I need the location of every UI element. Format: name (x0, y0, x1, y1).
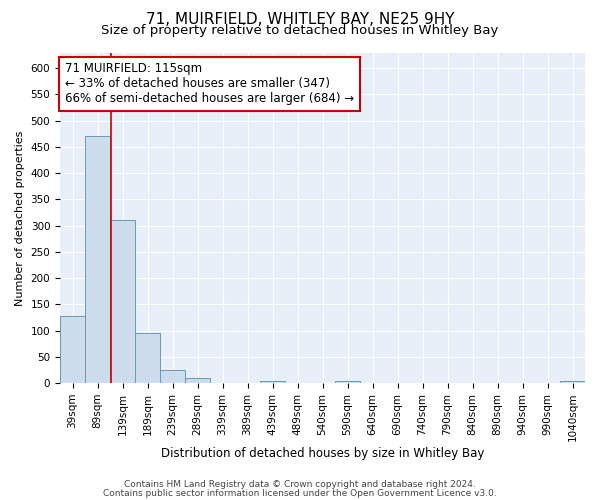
X-axis label: Distribution of detached houses by size in Whitley Bay: Distribution of detached houses by size … (161, 447, 484, 460)
Text: Contains HM Land Registry data © Crown copyright and database right 2024.: Contains HM Land Registry data © Crown c… (124, 480, 476, 489)
Bar (335, 380, 360, 383)
Bar (560, 380, 585, 383)
Text: Contains public sector information licensed under the Open Government Licence v3: Contains public sector information licen… (103, 488, 497, 498)
Text: 71, MUIRFIELD, WHITLEY BAY, NE25 9HY: 71, MUIRFIELD, WHITLEY BAY, NE25 9HY (146, 12, 454, 28)
Bar (110, 220, 135, 383)
Bar (160, 370, 185, 383)
Bar (185, 378, 210, 383)
Y-axis label: Number of detached properties: Number of detached properties (15, 130, 25, 306)
Bar (260, 380, 285, 383)
Bar (60, 316, 85, 383)
Text: Size of property relative to detached houses in Whitley Bay: Size of property relative to detached ho… (101, 24, 499, 37)
Text: 71 MUIRFIELD: 115sqm
← 33% of detached houses are smaller (347)
66% of semi-deta: 71 MUIRFIELD: 115sqm ← 33% of detached h… (65, 62, 355, 106)
Bar (85, 136, 110, 383)
Bar (135, 334, 160, 383)
